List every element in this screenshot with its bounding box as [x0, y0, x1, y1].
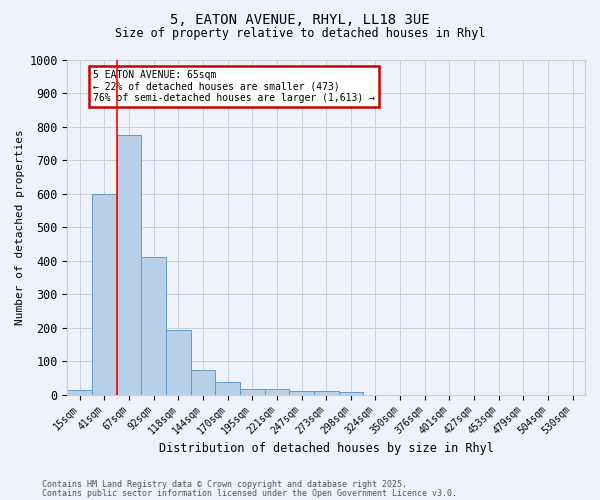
Bar	[289, 390, 314, 394]
Text: 5 EATON AVENUE: 65sqm
← 22% of detached houses are smaller (473)
76% of semi-det: 5 EATON AVENUE: 65sqm ← 22% of detached …	[93, 70, 375, 103]
Bar	[338, 392, 363, 394]
Text: Size of property relative to detached houses in Rhyl: Size of property relative to detached ho…	[115, 28, 485, 40]
Bar	[215, 382, 240, 394]
Bar	[142, 258, 166, 394]
Bar	[265, 389, 289, 394]
Text: Contains HM Land Registry data © Crown copyright and database right 2025.: Contains HM Land Registry data © Crown c…	[42, 480, 407, 489]
Text: Contains public sector information licensed under the Open Government Licence v3: Contains public sector information licen…	[42, 488, 457, 498]
Bar	[67, 390, 92, 394]
X-axis label: Distribution of detached houses by size in Rhyl: Distribution of detached houses by size …	[159, 442, 494, 455]
Bar	[166, 330, 191, 394]
Y-axis label: Number of detached properties: Number of detached properties	[15, 130, 25, 325]
Bar	[191, 370, 215, 394]
Text: 5, EATON AVENUE, RHYL, LL18 3UE: 5, EATON AVENUE, RHYL, LL18 3UE	[170, 12, 430, 26]
Bar	[240, 388, 265, 394]
Bar	[92, 194, 116, 394]
Bar	[116, 136, 142, 394]
Bar	[314, 390, 338, 394]
